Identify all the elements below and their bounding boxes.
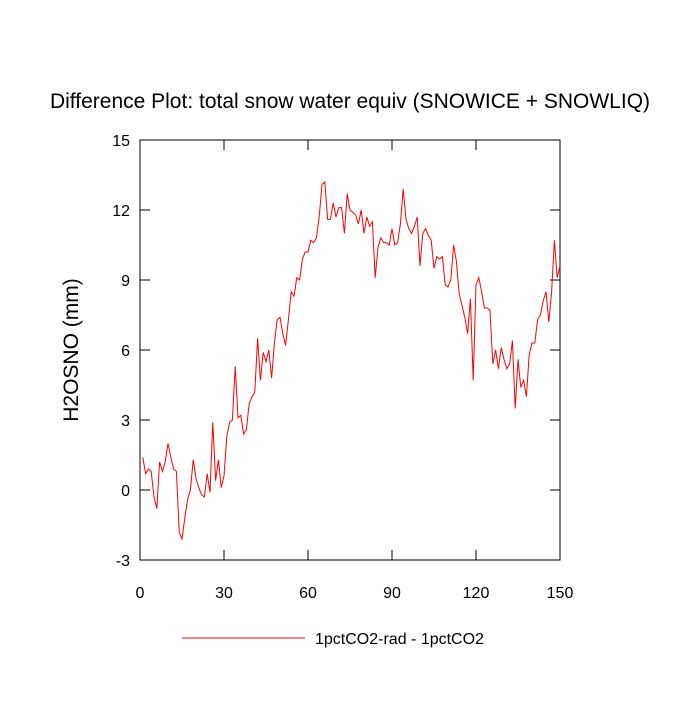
x-tick-label: 60 (299, 585, 317, 602)
plot-frame (139, 139, 561, 561)
data-line (142, 180, 561, 541)
chart-title: Difference Plot: total snow water equiv … (50, 90, 650, 113)
x-tick-label: 90 (383, 585, 401, 602)
y-tick-label: -3 (116, 553, 130, 570)
y-axis-label: H2OSNO (mm) (60, 278, 83, 422)
x-tick-label: 150 (547, 585, 574, 602)
y-tick-label: 0 (121, 483, 130, 500)
x-tick-label: 30 (215, 585, 233, 602)
x-tick-label: 120 (463, 585, 490, 602)
legend-label: 1pctCO2-rad - 1pctCO2 (315, 631, 484, 648)
y-tick-label: 3 (121, 413, 130, 430)
y-tick-label: 12 (112, 203, 130, 220)
x-tick-label: 0 (136, 585, 145, 602)
y-tick-label: 6 (121, 343, 130, 360)
y-tick-label: 15 (112, 133, 130, 150)
y-tick-label: 9 (121, 273, 130, 290)
